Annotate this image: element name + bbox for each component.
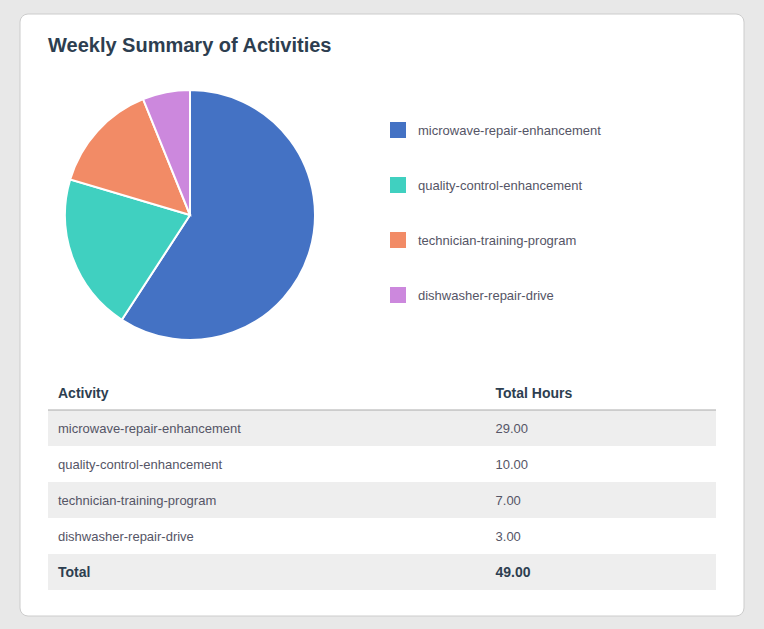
table: Activity Total Hours microwave-repair-enha… xyxy=(48,385,716,590)
legend-swatch xyxy=(390,287,406,303)
table-activity: quality-control-enhancement xyxy=(58,457,222,472)
legend-label: dishwasher-repair-drive xyxy=(418,288,554,303)
header-rule xyxy=(48,410,716,411)
table-total-label: Total xyxy=(58,564,90,580)
table-hours: 3.00 xyxy=(496,529,521,544)
table-row xyxy=(48,410,716,446)
legend-label: microwave-repair-enhancement xyxy=(418,123,601,138)
legend-swatch xyxy=(390,232,406,248)
background xyxy=(0,0,764,629)
legend-swatch xyxy=(390,122,406,138)
card xyxy=(20,14,744,616)
table-activity: microwave-repair-enhancement xyxy=(58,421,241,436)
table-row xyxy=(48,446,716,482)
legend-swatch xyxy=(390,177,406,193)
chart: Weekly Summary of Activities microwave-re… xyxy=(0,0,764,629)
table-hours: 10.00 xyxy=(496,457,529,472)
table-activity: dishwasher-repair-drive xyxy=(58,529,194,544)
pie xyxy=(65,90,315,340)
legend: microwave-repair-enhancement quality-cont… xyxy=(390,122,601,303)
table-row xyxy=(48,518,716,554)
table-row xyxy=(48,482,716,518)
title: Weekly Summary of Activities xyxy=(48,34,331,56)
legend-label: quality-control-enhancement xyxy=(418,178,582,193)
table-activity: technician-training-program xyxy=(58,493,216,508)
column-header: Activity xyxy=(58,385,109,401)
table-hours: 29.00 xyxy=(496,421,529,436)
table-total-value: 49.00 xyxy=(496,564,531,580)
legend-label: technician-training-program xyxy=(418,233,576,248)
column-header: Total Hours xyxy=(496,385,573,401)
table-total-row xyxy=(48,554,716,590)
pie-slice xyxy=(143,90,190,215)
table-hours: 7.00 xyxy=(496,493,521,508)
